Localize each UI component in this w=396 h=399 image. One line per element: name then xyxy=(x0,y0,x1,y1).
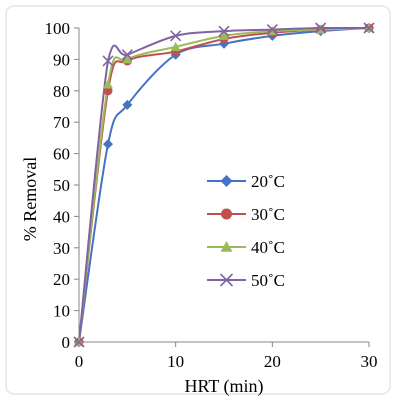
legend-marker-1 xyxy=(221,208,232,220)
data-point-3 xyxy=(315,22,327,34)
y-tick-label: 0 xyxy=(62,333,71,352)
y-tick-label: 100 xyxy=(45,19,71,38)
legend-label-3: 50˚C xyxy=(251,271,285,290)
legend: 20˚C 30˚C 40˚C 50˚C xyxy=(207,172,285,290)
x-tick-label: 0 xyxy=(75,352,84,371)
legend-label-2: 40˚C xyxy=(251,238,285,257)
axes: 0 10 20 30 40 50 60 70 80 90 100 0 10 20 30 xyxy=(45,19,378,371)
data-point-3 xyxy=(73,336,85,348)
data-point-0 xyxy=(103,139,113,150)
data-point-2 xyxy=(170,41,181,51)
y-tick-label: 60 xyxy=(53,145,70,164)
data-point-1 xyxy=(103,86,113,96)
x-tick-label: 20 xyxy=(264,352,281,371)
legend-label-1: 30˚C xyxy=(251,205,285,224)
y-axis-title: % Removal xyxy=(20,157,40,241)
x-axis-title: HRT (min) xyxy=(184,376,263,397)
x-tick-label: 10 xyxy=(167,352,184,371)
x-tick-label: 30 xyxy=(361,352,378,371)
data-point-3 xyxy=(121,49,133,61)
y-tick-label: 80 xyxy=(53,82,70,101)
y-tick-label: 90 xyxy=(53,50,70,69)
y-tick-label: 20 xyxy=(53,270,70,289)
legend-marker-2 xyxy=(220,241,233,252)
y-tick-label: 70 xyxy=(53,113,70,132)
data-point-3 xyxy=(266,24,278,36)
y-tick-label: 50 xyxy=(53,176,70,195)
legend-marker-0 xyxy=(220,175,233,187)
data-point-3 xyxy=(363,22,375,34)
data-point-3 xyxy=(170,30,182,42)
data-point-3 xyxy=(218,25,230,37)
data-point-2 xyxy=(103,79,113,89)
y-tick-label: 30 xyxy=(53,239,70,258)
data-point-3 xyxy=(102,55,114,67)
data-point-0 xyxy=(122,99,133,110)
y-tick-label: 10 xyxy=(53,302,70,321)
y-tick-label: 40 xyxy=(53,207,70,226)
legend-marker-3 xyxy=(219,273,234,287)
data-point-2 xyxy=(219,30,229,40)
legend-label-0: 20˚C xyxy=(251,172,285,191)
series-group xyxy=(73,22,375,348)
data-point-2 xyxy=(122,54,133,64)
